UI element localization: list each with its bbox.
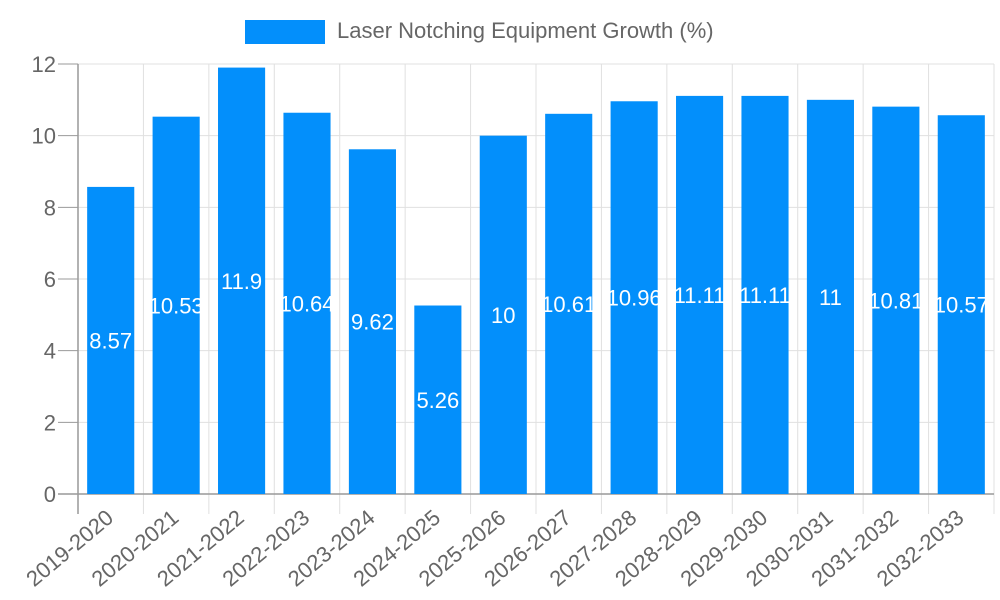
bar-data-label: 10.81 (868, 288, 923, 313)
bar[interactable] (479, 135, 527, 494)
y-tick-label: 6 (44, 267, 56, 292)
bar-data-label: 5.26 (416, 388, 459, 413)
bar[interactable] (152, 116, 200, 495)
bar-data-label: 11 (819, 285, 842, 310)
bar-data-label: 11.9 (221, 269, 262, 294)
bar[interactable] (414, 305, 462, 494)
bar[interactable] (676, 95, 724, 495)
bar-data-label: 9.62 (351, 310, 394, 335)
bar[interactable] (348, 149, 396, 495)
bar-data-label: 10 (491, 303, 515, 328)
bar[interactable] (937, 115, 985, 494)
legend-label[interactable]: Laser Notching Equipment Growth (%) (337, 18, 714, 43)
bar[interactable] (283, 112, 331, 494)
bar-data-label: 10.57 (934, 293, 989, 318)
bar[interactable] (872, 106, 920, 495)
y-tick-label: 8 (44, 195, 56, 220)
bar[interactable] (218, 67, 266, 494)
bar[interactable] (741, 95, 789, 495)
bar-data-label: 10.64 (279, 291, 334, 316)
bar[interactable] (806, 99, 854, 494)
y-tick-label: 0 (44, 482, 56, 507)
bar[interactable] (545, 113, 593, 494)
bar-data-label: 10.96 (607, 286, 662, 311)
bar[interactable] (87, 186, 135, 495)
bar-data-label: 8.57 (89, 328, 132, 353)
y-tick-label: 12 (32, 52, 56, 77)
y-tick-label: 10 (32, 124, 56, 149)
bar-data-label: 11.11 (674, 283, 726, 308)
legend-swatch[interactable] (245, 20, 325, 44)
y-tick-label: 2 (44, 410, 56, 435)
y-tick-label: 4 (44, 339, 56, 364)
bar[interactable] (610, 101, 658, 495)
bar-data-label: 11.11 (739, 283, 791, 308)
bar-data-label: 10.53 (149, 293, 204, 318)
bar-data-label: 10.61 (541, 292, 596, 317)
